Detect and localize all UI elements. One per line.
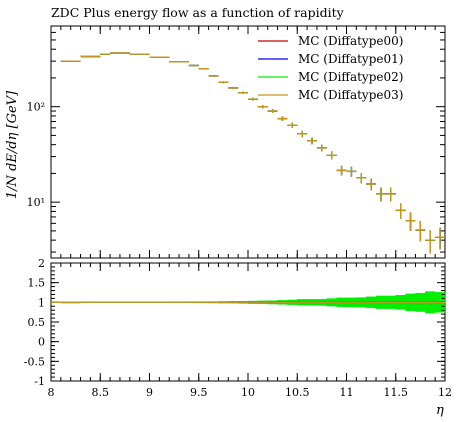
ratio-y-axis: 2 1.5 1 0.5 0 -0.5 -1 [24, 257, 445, 388]
main-y-axis: 10¹ 10² [27, 25, 445, 253]
legend-label: MC (Diffatype03) [298, 88, 403, 102]
ratio-plot-frame [50, 262, 446, 382]
x-tick-label: 11 [340, 386, 354, 399]
x-tick-label: 9 [146, 386, 153, 399]
ratio-tick-label: 1.5 [28, 277, 46, 290]
x-tick-label: 10 [241, 386, 255, 399]
x-tick-label: 9.5 [190, 386, 208, 399]
x-tick-label: 8 [48, 386, 55, 399]
y-axis-label: 1/N dE/dη [GeV] [5, 90, 20, 199]
y-tick-label: 10¹ [27, 196, 45, 209]
chart-title: ZDC Plus energy flow as a function of ra… [51, 5, 345, 20]
x-axis: 8 8.5 9 9.5 10 10.5 11 11.5 12 [48, 26, 452, 399]
x-tick-label: 12 [438, 386, 452, 399]
y-tick-label: 10² [27, 101, 45, 114]
legend: MC (Diffatype00) MC (Diffatype01) MC (Diff… [258, 34, 403, 102]
ratio-tick-label: -1 [34, 375, 45, 388]
x-tick-label: 10.5 [285, 386, 310, 399]
x-tick-label: 11.5 [384, 386, 409, 399]
main-data-series [60, 52, 445, 254]
x-axis-label: η [436, 403, 444, 418]
ratio-tick-label: 2 [38, 257, 45, 270]
legend-label: MC (Diffatype01) [298, 52, 403, 66]
ratio-tick-label: -0.5 [24, 355, 45, 368]
legend-label: MC (Diffatype02) [298, 70, 403, 84]
ratio-tick-label: 0 [38, 336, 45, 349]
ratio-tick-label: 0.5 [28, 316, 46, 329]
x-tick-label: 8.5 [92, 386, 110, 399]
legend-label: MC (Diffatype00) [298, 34, 403, 48]
ratio-tick-label: 1 [38, 296, 45, 309]
